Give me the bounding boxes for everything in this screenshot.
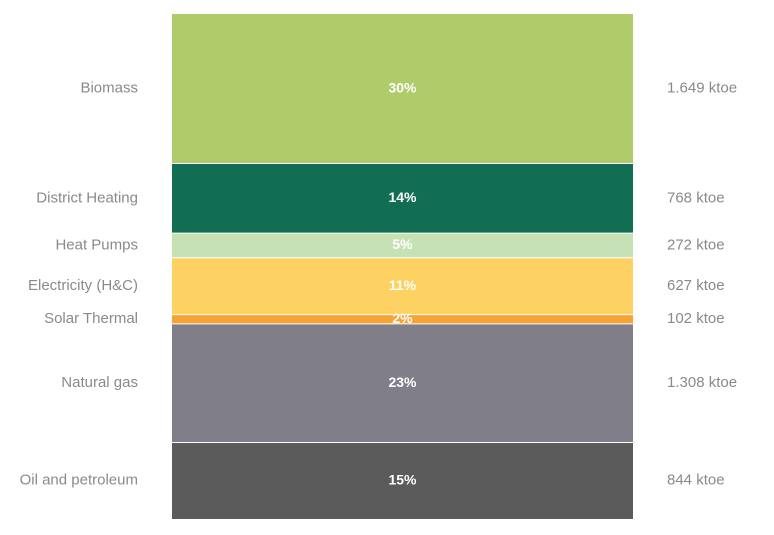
category-label-oil-and-petroleum: Oil and petroleum [20, 472, 138, 489]
category-label-heat-pumps: Heat Pumps [55, 236, 138, 253]
percent-label-natural-gas: 23% [388, 374, 417, 390]
value-label-electricity-h-c: 627 ktoe [667, 277, 725, 294]
category-label-solar-thermal: Solar Thermal [44, 310, 138, 327]
segment-oil-and-petroleum [172, 442, 633, 519]
percent-label-biomass: 30% [388, 79, 417, 95]
value-label-biomass: 1.649 ktoe [667, 80, 737, 97]
segment-electricity-h-c [172, 257, 633, 315]
percent-label-heat-pumps: 5% [392, 236, 413, 252]
percent-label-electricity-h-c: 11% [389, 277, 417, 293]
value-label-oil-and-petroleum: 844 ktoe [667, 472, 725, 489]
percent-label-oil-and-petroleum: 15% [388, 471, 417, 487]
segment-natural-gas [172, 323, 633, 443]
value-label-natural-gas: 1.308 ktoe [667, 374, 737, 391]
chart-segments [172, 14, 633, 519]
segment-heat-pumps [172, 233, 633, 258]
segment-biomass [172, 14, 633, 164]
category-label-district-heating: District Heating [36, 189, 138, 206]
value-label-heat-pumps: 272 ktoe [667, 236, 725, 253]
value-label-district-heating: 768 ktoe [667, 189, 725, 206]
percent-label-solar-thermal: 2% [392, 310, 413, 326]
category-label-biomass: Biomass [80, 80, 138, 97]
segment-solar-thermal [172, 314, 633, 324]
value-label-solar-thermal: 102 ktoe [667, 310, 725, 327]
segment-district-heating [172, 163, 633, 234]
percent-label-district-heating: 14% [388, 189, 417, 205]
category-label-electricity-h-c: Electricity (H&C) [28, 277, 138, 294]
chart-labels: Biomass 30% 1.649 ktoe District Heating 14% 7… [20, 79, 737, 488]
category-label-natural-gas: Natural gas [61, 374, 138, 391]
